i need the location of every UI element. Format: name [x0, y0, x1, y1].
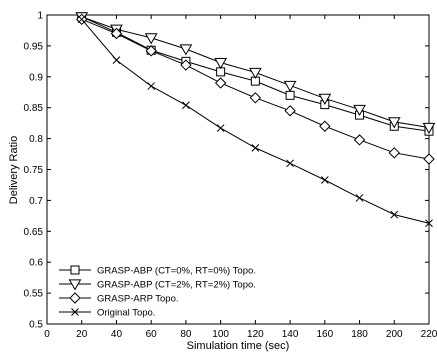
y-tick-label: 0.8: [29, 134, 43, 145]
x-tick-label: 100: [212, 329, 229, 340]
y-tick-label: 0.85: [24, 103, 44, 114]
x-tick-label: 160: [316, 329, 333, 340]
y-tick-label: 0.5: [29, 320, 43, 331]
x-tick-label: 20: [76, 329, 88, 340]
series-1-point: [286, 91, 294, 99]
legend-label: GRASP-ARP Topo.: [97, 294, 179, 305]
x-tick-label: 180: [351, 329, 368, 340]
x-tick-label: 200: [386, 329, 403, 340]
y-tick-label: 1: [37, 11, 43, 22]
x-tick-label: 120: [247, 329, 264, 340]
y-tick-label: 0.6: [29, 258, 43, 269]
y-tick-label: 0.65: [24, 227, 44, 238]
legend: GRASP-ABP (CT=0%, RT=0%) Topo. GRASP-ABP …: [54, 259, 275, 319]
y-axis-label: Delivery Ratio: [8, 136, 20, 204]
legend-label: Original Topo.: [97, 308, 155, 319]
legend-label: GRASP-ABP (CT=0%, RT=0%) Topo.: [97, 266, 256, 277]
y-tick-label: 0.7: [29, 196, 43, 207]
x-tick-label: 80: [180, 329, 192, 340]
y-tick-label: 0.55: [24, 289, 44, 300]
x-tick-label: 220: [421, 329, 437, 340]
x-tick-label: 0: [44, 329, 50, 340]
x-axis-label: Simulation time (sec): [187, 340, 290, 352]
legend-label: GRASP-ABP (CT=2%, RT=2%) Topo.: [97, 280, 256, 291]
x-tick-label: 60: [146, 329, 158, 340]
y-tick-label: 0.9: [29, 72, 43, 83]
y-tick-label: 0.75: [24, 165, 44, 176]
y-tick-label: 0.95: [24, 41, 44, 52]
x-tick-label: 40: [111, 329, 123, 340]
legend-marker: [71, 266, 79, 274]
x-tick-label: 140: [282, 329, 299, 340]
